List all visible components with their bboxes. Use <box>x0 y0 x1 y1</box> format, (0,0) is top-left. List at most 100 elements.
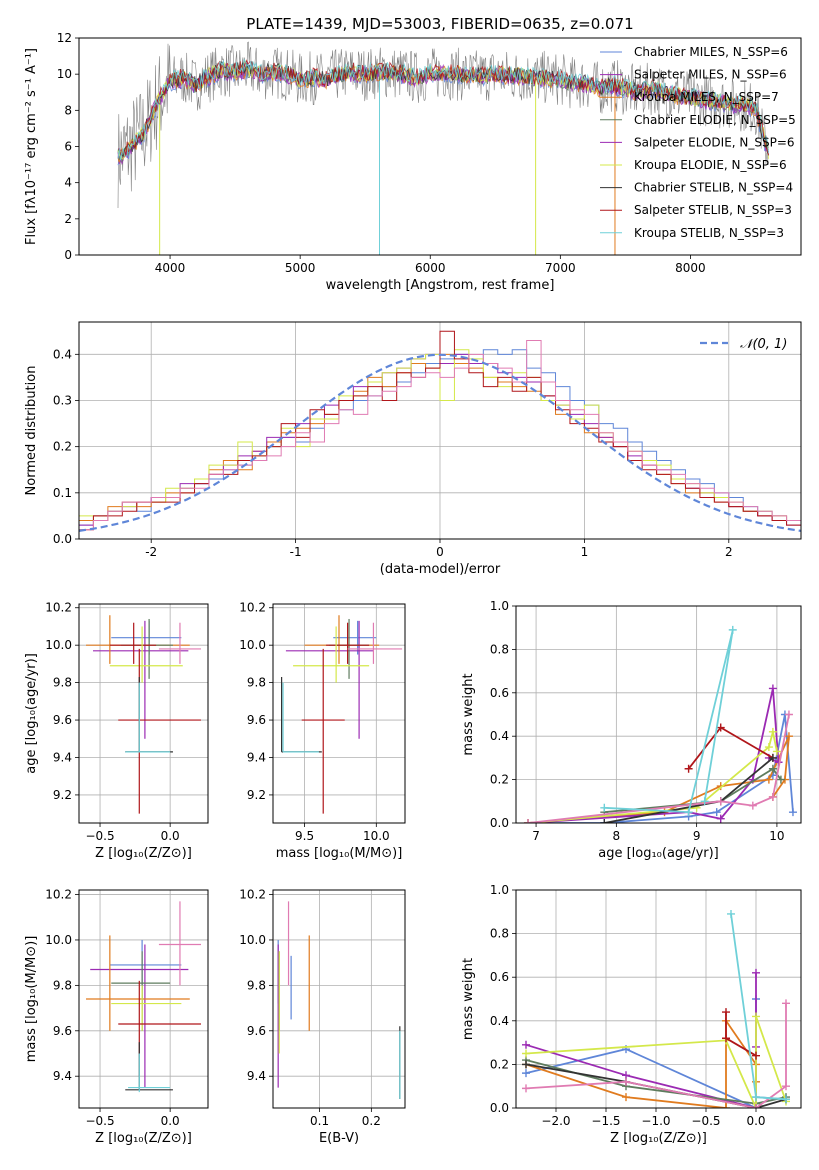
chart-title: PLATE=1439, MJD=53003, FIBERID=0635, z=0… <box>246 15 633 33</box>
y-tick-label: 0.6 <box>490 970 509 984</box>
y-tick-label: 0.2 <box>490 773 509 787</box>
x-tick-label: 9.5 <box>295 829 314 843</box>
weight-marker <box>764 743 773 752</box>
weight-marker <box>752 1093 760 1102</box>
y-tick-label: 9.8 <box>53 676 72 690</box>
y-axis-label: Flux [fλ10⁻¹⁷ erg cm⁻² s⁻¹ A⁻¹] <box>24 48 39 245</box>
y-tick-label: 10.0 <box>239 638 266 652</box>
y-tick-label: 9.2 <box>247 788 266 802</box>
y-tick-label: 1.0 <box>490 883 509 897</box>
x-tick-label: 0.1 <box>310 1114 329 1128</box>
x-tick-label: -1 <box>290 545 302 559</box>
weight-marker <box>522 1049 530 1058</box>
weight-marker <box>700 797 709 806</box>
weight-marker <box>768 684 777 693</box>
plot-frame <box>78 321 802 540</box>
weight-marker <box>788 808 797 817</box>
errorbar-group <box>277 901 401 1099</box>
x-tick-label: 10 <box>769 829 784 843</box>
legend-entry: Kroupa STELIB, N_SSP=3 <box>634 226 784 240</box>
weight-marker <box>752 1012 760 1021</box>
y-tick-label: 8 <box>64 103 72 117</box>
x-axis-label: (data-model)/error <box>380 562 501 577</box>
y-tick-label: 0.0 <box>53 532 72 546</box>
weight-marker <box>784 732 793 741</box>
weight-marker <box>722 1034 730 1043</box>
weight-marker <box>727 909 735 918</box>
y-tick-label: 10.0 <box>45 638 72 652</box>
x-tick-label: 0.0 <box>746 1114 765 1128</box>
y-tick-label: 9.8 <box>53 978 72 992</box>
y-tick-label: 10.2 <box>239 888 266 902</box>
x-tick-label: −1.0 <box>641 1114 670 1128</box>
y-tick-label: 0.8 <box>490 927 509 941</box>
x-tick-label: −0.5 <box>85 829 114 843</box>
x-axis-label: mass [log₁₀(M/M⊙)] <box>276 846 403 861</box>
weight-marker <box>784 710 793 719</box>
y-axis-label: age [log₁₀(age/yr)] <box>24 653 39 774</box>
model-spectrum <box>117 58 769 161</box>
weight-marker <box>752 1051 760 1060</box>
errorbar-group <box>86 615 201 814</box>
x-tick-label: 8000 <box>675 261 706 275</box>
plot-frame <box>272 603 406 824</box>
weight-line <box>525 1003 787 1108</box>
x-tick-label: −2.0 <box>541 1114 570 1128</box>
weight-marker <box>684 764 693 773</box>
weight-marker <box>768 792 777 801</box>
y-tick-label: 9.4 <box>247 1069 266 1083</box>
x-tick-label: 0.0 <box>161 1114 180 1128</box>
weight-line <box>527 688 780 823</box>
weight-marker <box>782 1082 790 1091</box>
weight-marker <box>622 1077 630 1086</box>
weight-lines <box>524 625 797 823</box>
observed-spectrum <box>117 41 769 209</box>
weight-marker <box>768 753 777 762</box>
x-tick-label: 5000 <box>285 261 316 275</box>
weight-marker <box>722 1008 730 1017</box>
x-tick-label: 9 <box>693 829 701 843</box>
y-tick-label: 0.4 <box>490 1014 509 1028</box>
x-tick-label: 7000 <box>545 261 576 275</box>
y-tick-label: 9.8 <box>247 676 266 690</box>
y-tick-label: 2 <box>64 212 72 226</box>
y-tick-label: 0.8 <box>490 642 509 656</box>
weight-marker <box>782 999 790 1008</box>
plot-frame <box>515 889 802 1109</box>
y-axis-label: mass weight <box>461 673 476 755</box>
plot-frame <box>78 603 209 824</box>
y-tick-label: 10.0 <box>239 933 266 947</box>
y-tick-label: 0.2 <box>53 440 72 454</box>
y-axis-label: Normed distribution <box>24 366 39 496</box>
weight-marker <box>524 819 533 823</box>
y-tick-label: 9.6 <box>247 1024 266 1038</box>
weight-marker <box>622 1093 630 1102</box>
y-tick-label: 10.2 <box>239 601 266 615</box>
weight-marker <box>748 801 757 810</box>
x-tick-label: 7 <box>532 829 540 843</box>
plot-frame <box>78 889 209 1109</box>
plot-frame <box>78 37 802 256</box>
weight-marker <box>712 808 721 817</box>
x-tick-label: −0.5 <box>85 1114 114 1128</box>
weight-marker <box>522 1040 530 1049</box>
y-tick-label: 9.4 <box>53 750 72 764</box>
weight-marker <box>716 797 725 806</box>
legend-entry: Chabrier STELIB, N_SSP=4 <box>634 181 793 195</box>
weight-marker <box>600 819 609 823</box>
weight-marker <box>752 1104 760 1108</box>
weight-marker <box>684 808 693 817</box>
weight-marker <box>600 803 609 812</box>
x-tick-label: 0.2 <box>362 1114 381 1128</box>
y-tick-label: 9.2 <box>53 788 72 802</box>
weight-marker <box>764 775 773 784</box>
x-axis-label: Z [log₁₀(Z/Z⊙)] <box>95 846 192 861</box>
weight-marker <box>782 1095 790 1104</box>
y-tick-label: 0.2 <box>490 1057 509 1071</box>
y-tick-label: 10.0 <box>45 933 72 947</box>
y-tick-label: 10.2 <box>45 888 72 902</box>
legend-entry: Kroupa ELODIE, N_SSP=6 <box>634 158 787 172</box>
y-tick-label: 12 <box>57 31 72 45</box>
weight-marker <box>752 968 760 977</box>
